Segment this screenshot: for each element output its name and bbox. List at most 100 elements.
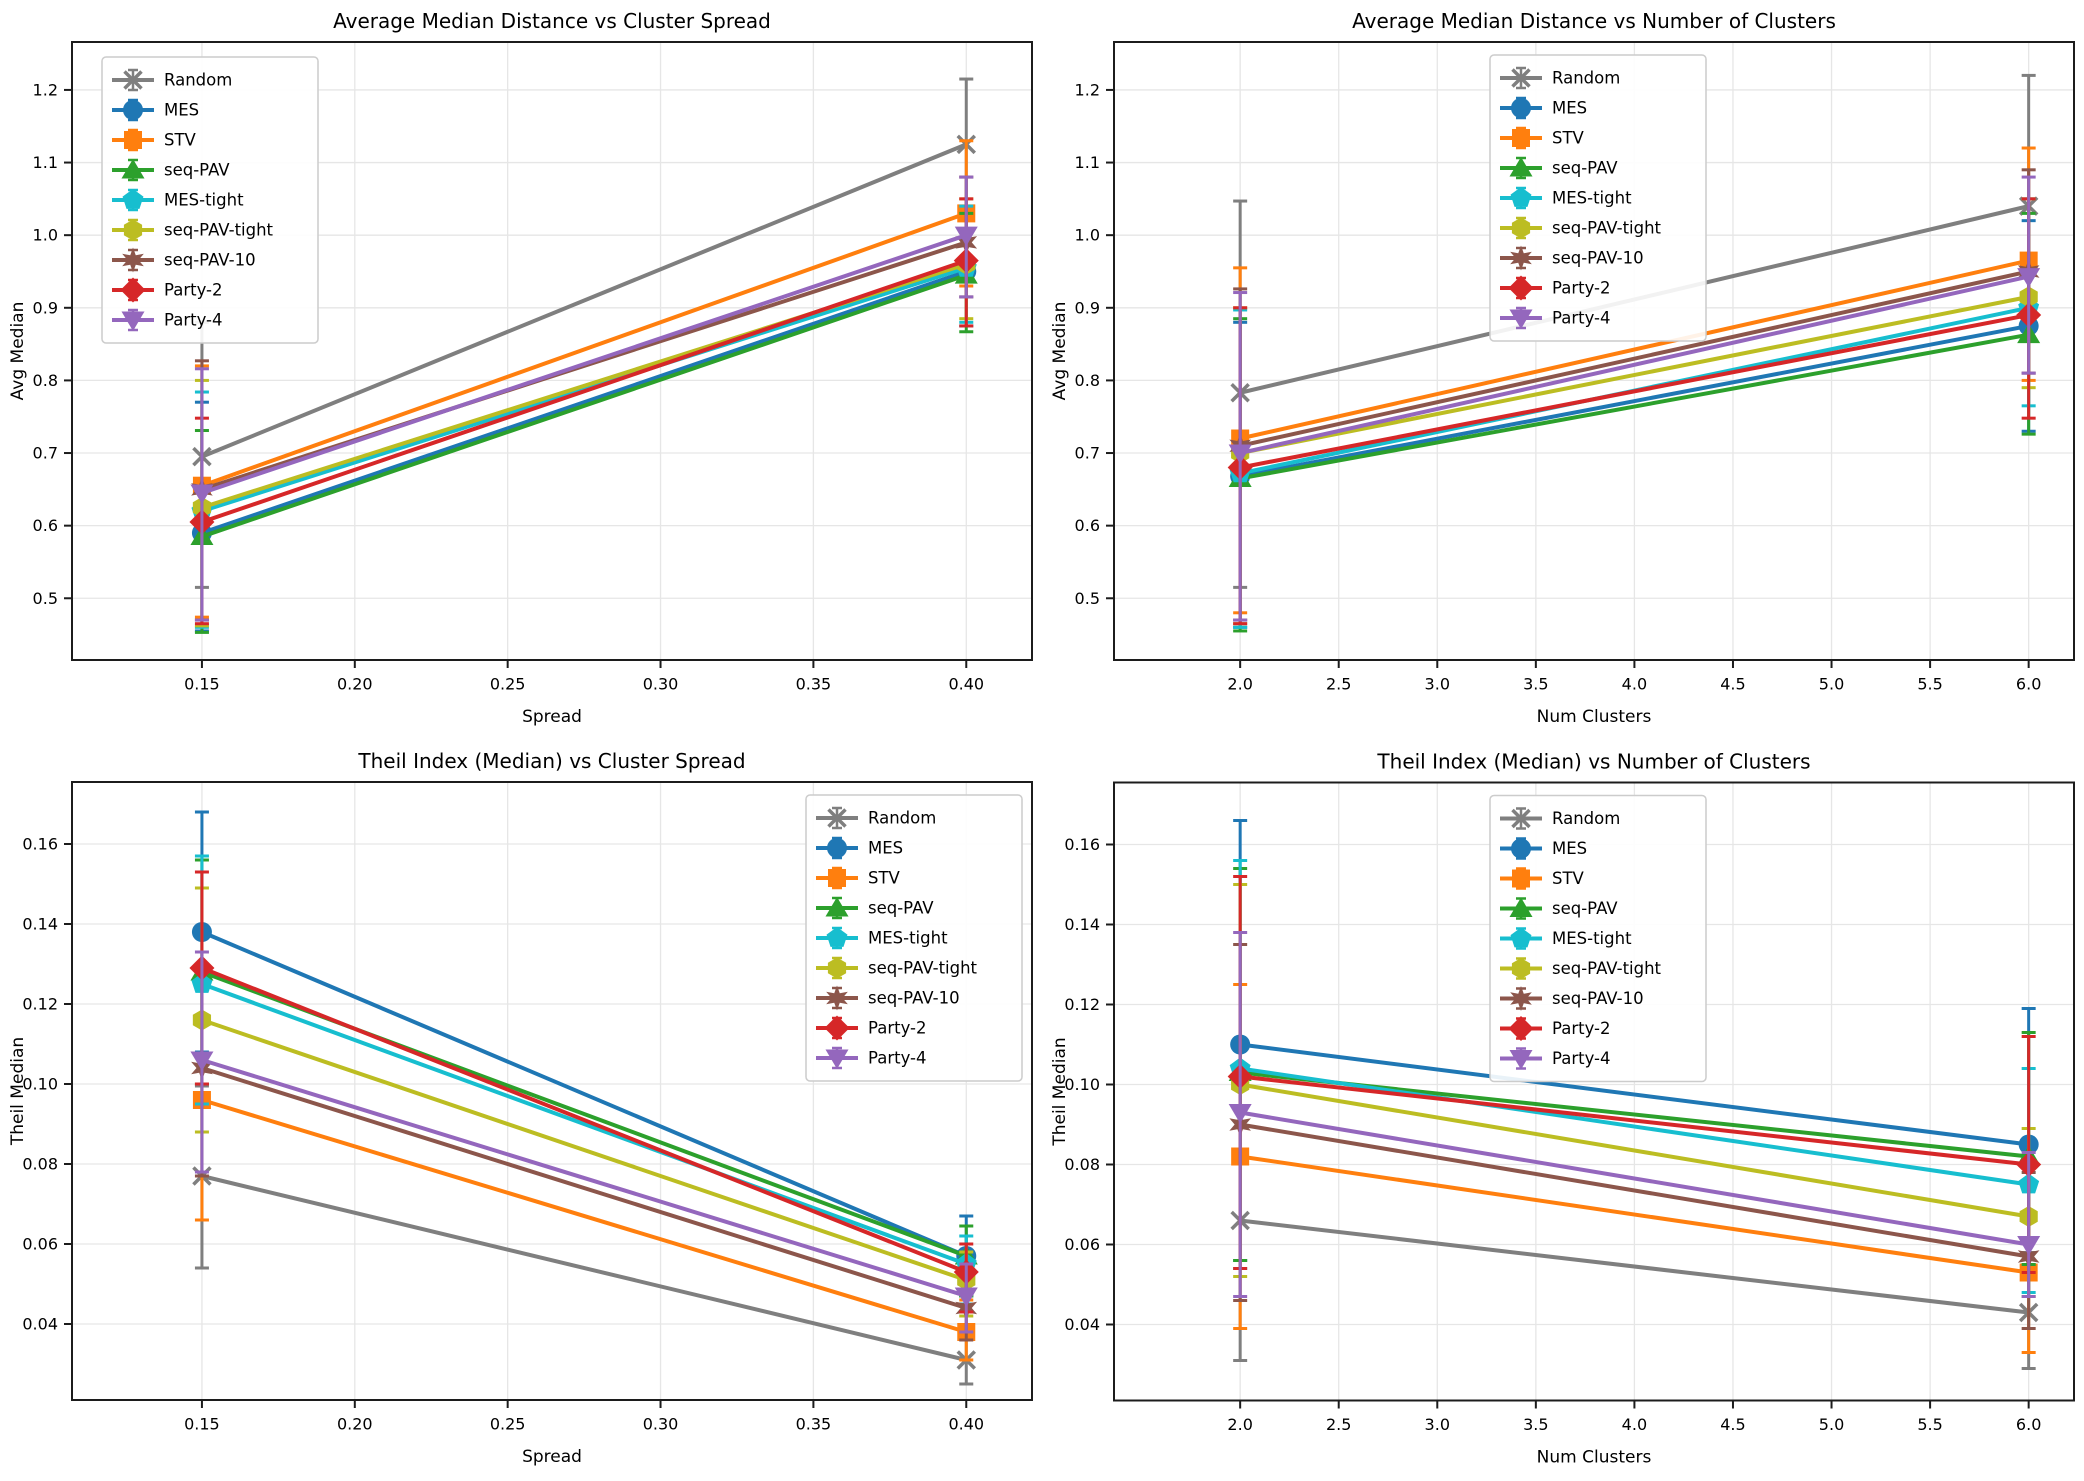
x-tick-label: 3.5 — [1523, 675, 1548, 694]
chart-title: Theil Index (Median) vs Number of Cluste… — [1376, 750, 1810, 774]
y-tick-label: 1.1 — [33, 153, 58, 172]
legend-label-seq-PAV-tight: seq-PAV-tight — [868, 959, 978, 978]
x-tick-label: 2.0 — [1227, 1415, 1252, 1434]
y-tick-label: 0.10 — [22, 1075, 58, 1094]
series-line-STV — [199, 211, 969, 488]
x-tick-label: 2.5 — [1326, 675, 1351, 694]
legend-item-Party-2: Party-2 — [1500, 1016, 1611, 1041]
series-line-MES — [1238, 323, 2031, 479]
series-line-seq-PAV-10 — [1238, 269, 2031, 448]
x-tick-label: 6.0 — [2016, 1415, 2041, 1434]
legend-marker-Party-4 — [1509, 309, 1533, 329]
data-point-Party-4 — [1228, 1104, 1252, 1124]
legend-marker-seq-PAV — [121, 159, 145, 179]
chart-avg-median-vs-clusters: 2.0 2.5 3.0 3.5 4.0 4.5 5.0 5.5 6.0 0.5 0.6 0.7 0.8 0… — [1042, 0, 2084, 740]
legend-item-Party-4: Party-4 — [1500, 1047, 1611, 1070]
legend-marker-Random — [1511, 808, 1531, 829]
legend-label-MES-tight: MES-tight — [868, 929, 948, 948]
series-line-seq-PAV-tight — [1238, 1082, 2031, 1219]
legend-label-STV: STV — [868, 869, 901, 888]
x-tick-label: 0.40 — [948, 1415, 984, 1434]
legend-marker-seq-PAV-10 — [122, 247, 144, 273]
x-tick-label: 0.35 — [796, 1415, 832, 1434]
legend-label-MES: MES — [1552, 839, 1587, 858]
y-tick-label: 0.06 — [1064, 1235, 1100, 1254]
y-tick-label: 1.1 — [1075, 153, 1100, 172]
y-axis-label: Theil Median — [1050, 1037, 1070, 1146]
legend-marker-Party-2 — [1508, 1016, 1534, 1041]
x-tick-label: 2.5 — [1326, 1415, 1351, 1434]
x-tick-label: 4.5 — [1720, 675, 1745, 694]
legend-label-Party-2: Party-2 — [1552, 1019, 1611, 1038]
x-tick-label: 0.25 — [490, 1415, 526, 1434]
y-tick-label: 1.0 — [1075, 226, 1100, 245]
legend-item-MES: MES — [112, 98, 199, 122]
data-point-Party-4 — [2017, 268, 2041, 288]
legend-item-MES: MES — [816, 836, 903, 860]
y-tick-label: 0.8 — [1075, 371, 1100, 390]
legend-marker-seq-PAV-tight — [827, 957, 847, 979]
chart-theil-vs-clusters: 2.0 2.5 3.0 3.5 4.0 4.5 5.0 5.5 6.0 0.04 0.06 0.08 0… — [1042, 740, 2084, 1481]
y-tick-label: 0.6 — [1075, 516, 1100, 535]
x-tick-label: 0.30 — [643, 1415, 679, 1434]
chart-theil-vs-spread-svg: 0.15 0.20 0.25 0.30 0.35 0.40 0.04 0.06 0.08 0.10… — [0, 740, 1042, 1480]
legend-marker-STV — [1512, 869, 1530, 888]
legend-box — [101, 56, 319, 344]
x-tick-label: 3.5 — [1523, 1415, 1548, 1434]
y-tick-label: 0.12 — [1064, 995, 1100, 1014]
legend-marker-seq-PAV — [1509, 897, 1533, 917]
legend-marker-seq-PAV-tight — [123, 219, 143, 241]
series-line-Party-4 — [1238, 1110, 2031, 1247]
legend-item-Party-4: Party-4 — [816, 1046, 927, 1070]
x-tick-label: 0.25 — [490, 675, 526, 694]
legend-marker-seq-PAV-10 — [1510, 986, 1532, 1011]
chart-theil-vs-spread: 0.15 0.20 0.25 0.30 0.35 0.40 0.04 0.06 0.08 0.10… — [0, 740, 1042, 1480]
legend-label-Party-4: Party-4 — [868, 1049, 927, 1068]
data-point-Party-4 — [2017, 1236, 2041, 1256]
legend-label-seq-PAV-10: seq-PAV-10 — [1552, 249, 1644, 268]
series-line-Party-4 — [1238, 274, 2031, 456]
legend-label-Party-4: Party-4 — [1552, 1049, 1611, 1068]
y-tick-label: 0.16 — [1064, 835, 1100, 854]
legend-label-Random: Random — [1552, 809, 1620, 828]
x-tick-label: 4.0 — [1622, 1415, 1647, 1434]
legend-item-seq-PAV-10: seq-PAV-10 — [1500, 245, 1644, 271]
legend-item-seq-PAV-tight: seq-PAV-tight — [112, 218, 274, 242]
legend-label-seq-PAV-tight: seq-PAV-tight — [164, 221, 274, 240]
chart-title: Average Median Distance vs Cluster Sprea… — [333, 9, 771, 33]
y-tick-label: 0.06 — [22, 1235, 58, 1254]
legend-label-seq-PAV: seq-PAV — [1552, 159, 1618, 178]
x-tick-label: 0.40 — [948, 675, 984, 694]
legend-box — [805, 794, 1023, 1082]
legend-label-Party-4: Party-4 — [164, 311, 223, 330]
legend-label-Party-2: Party-2 — [164, 281, 223, 300]
legend-label-seq-PAV-10: seq-PAV-10 — [164, 251, 256, 270]
legend-label-seq-PAV-10: seq-PAV-10 — [1552, 989, 1644, 1008]
legend-item-seq-PAV-10: seq-PAV-10 — [816, 985, 960, 1011]
legend-marker-Random — [123, 70, 143, 90]
x-axis-label: Spread — [522, 1447, 582, 1467]
legend-marker-Random — [1511, 68, 1531, 88]
x-tick-label: 5.0 — [1819, 1415, 1844, 1434]
x-tick-label: 5.0 — [1819, 675, 1844, 694]
x-tick-label: 0.20 — [337, 675, 373, 694]
legend-marker-STV — [124, 131, 142, 149]
data-point-Party-4 — [1228, 444, 1252, 465]
y-tick-label: 0.9 — [33, 298, 58, 317]
legend-label-Party-2: Party-2 — [1552, 279, 1611, 298]
legend: Random MES STV seq-PAV MES-tight seq-PAV-tigh… — [101, 56, 319, 344]
x-tick-label: 0.15 — [184, 1415, 220, 1434]
legend-item-Party-4: Party-4 — [1500, 306, 1611, 330]
x-axis-label: Num Clusters — [1537, 1448, 1652, 1468]
data-point-Party-4 — [190, 484, 214, 504]
series-line-MES-tight — [199, 982, 969, 1266]
legend-item-MES-tight: MES-tight — [1500, 186, 1632, 210]
y-tick-label: 0.5 — [1075, 589, 1100, 608]
y-tick-label: 1.2 — [1075, 80, 1100, 99]
series-line-seq-PAV-tight — [199, 1018, 969, 1282]
legend-label-MES: MES — [868, 839, 903, 858]
legend-marker-seq-PAV-10 — [826, 985, 848, 1011]
x-axis-label: Spread — [522, 707, 582, 727]
series-line-seq-PAV — [199, 273, 969, 539]
